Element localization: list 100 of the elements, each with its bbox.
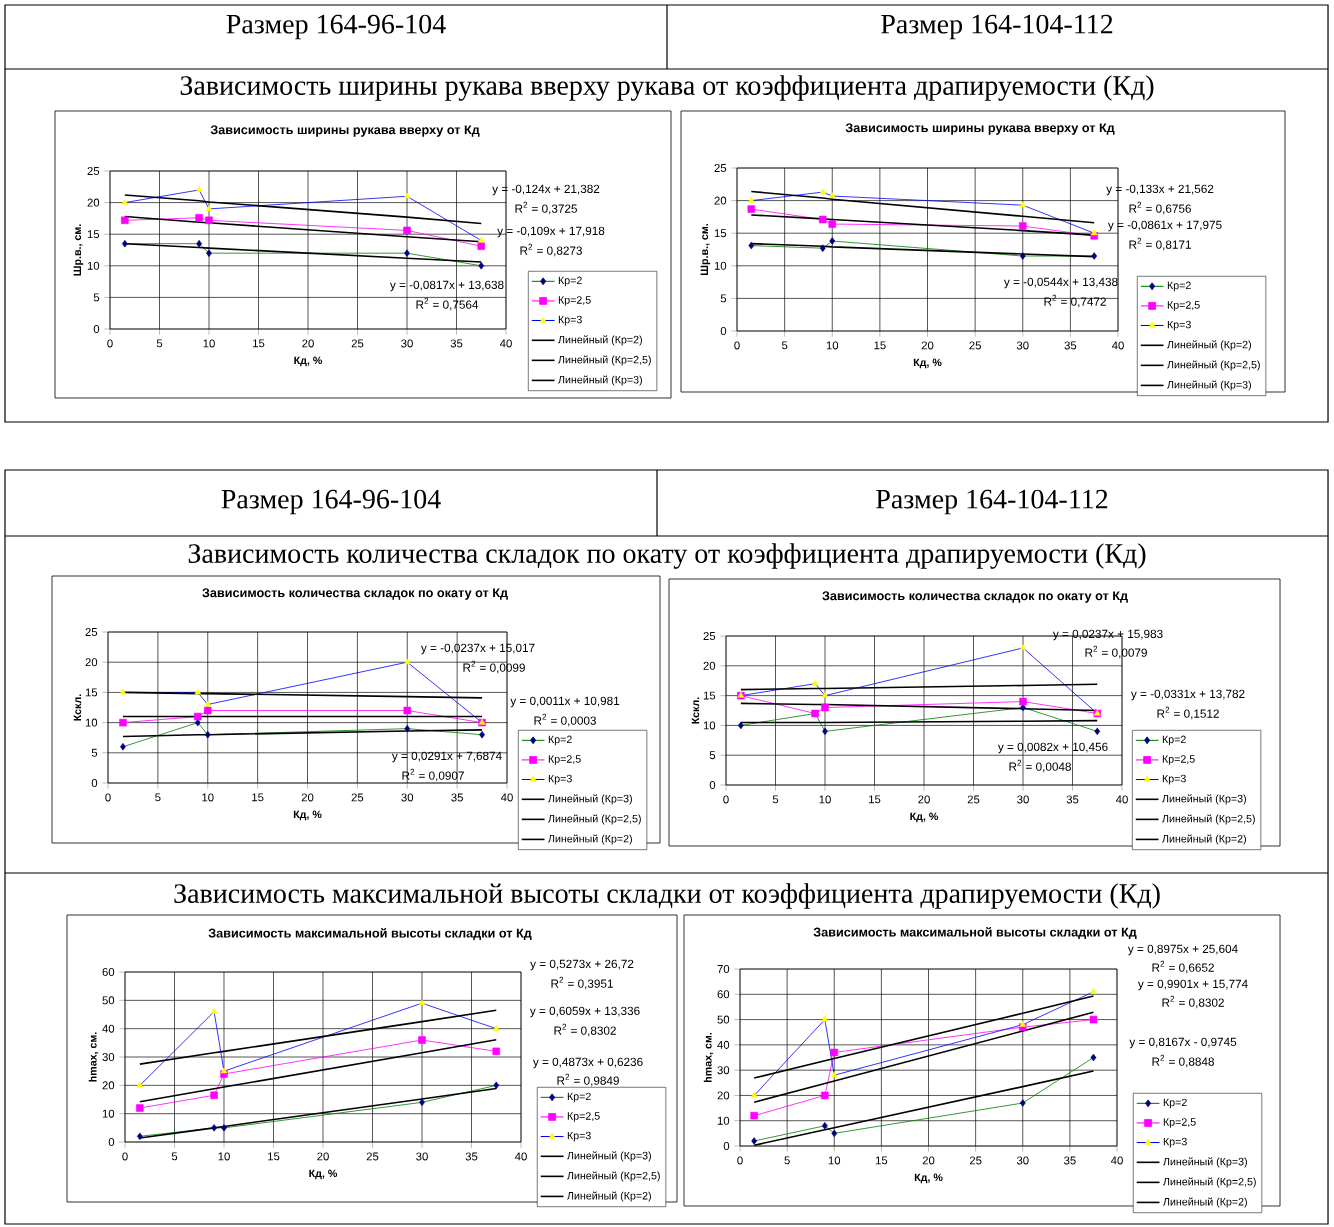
x-tick-label: 25 (351, 339, 364, 348)
x-tick-label: 20 (301, 793, 314, 802)
x-tick-label: 25 (351, 793, 364, 802)
y-tick-label: 30 (717, 1066, 730, 1075)
y-tick-label: 40 (717, 1040, 730, 1049)
text: y = 0,5273x + 26,72 (530, 959, 634, 971)
text: R$^{2}$ = 0,1512 (1157, 706, 1219, 720)
x-tick-label: 10 (218, 1152, 230, 1161)
chart-title: Зависимость количества складок по окату от Кд (822, 591, 1128, 603)
y-tick-label: 25 (85, 628, 98, 637)
x-tick-label: 30 (401, 793, 414, 802)
legend-label: Кр=3 (558, 315, 582, 326)
legend-label: Линейный (Кр=2,5) (567, 1171, 660, 1182)
text: R$^{2}$ = 0,8171 (1129, 237, 1191, 251)
x-axis-title: Кд, % (309, 1169, 338, 1180)
text: y = -0,0331x + 13,782 (1130, 689, 1245, 701)
legend-label: Линейный (Кр=2,5) (1167, 360, 1260, 371)
y-tick-label: 70 (717, 965, 730, 974)
text: R$^{2}$ = 0,8848 (1152, 1054, 1214, 1068)
x-tick-label: 20 (302, 339, 314, 348)
text: Зависимость максимальной высоты складки от коэффициента драпируемости (Кд) (174, 883, 1160, 909)
text: Размер 164-96-104 (221, 489, 441, 515)
text: R$^{2}$ = 0,8302 (1162, 995, 1224, 1009)
text: R$^{2}$ = 0,0003 (534, 713, 596, 727)
text: y = 0,8167x - 0,9745 (1129, 1037, 1237, 1049)
text: Размер 164-104-112 (881, 14, 1113, 40)
x-tick-label: 15 (874, 341, 886, 350)
y-tick-label: 20 (102, 1081, 115, 1090)
x-tick-label: 10 (202, 793, 214, 802)
annotation: R$^{2}$ = 0,0079 (1085, 645, 1147, 659)
y-axis-title: Шр.в., см. (700, 224, 711, 276)
y-axis-title: Кскл. (73, 694, 82, 721)
chart-title: Зависимость максимальной высоты складки от Кд (813, 927, 1137, 939)
text: R$^{2}$ = 0,8302 (554, 1023, 616, 1037)
x-tick-label: 5 (772, 795, 779, 804)
legend-label: Линейный (Кр=2) (548, 834, 632, 845)
legend-label: Линейный (Кр=3) (1162, 794, 1246, 805)
legend-label: Кр=2 (567, 1092, 591, 1103)
y-tick-label: 5 (720, 294, 727, 303)
y-axis-title: Кскл. (691, 697, 700, 724)
x-axis-title: Кд, % (910, 812, 939, 823)
x-tick-label: 25 (366, 1152, 379, 1161)
legend-label: Кр=3 (1163, 1137, 1187, 1148)
x-tick-label: 30 (401, 339, 413, 348)
y-tick-label: 10 (717, 1116, 730, 1125)
annotation: R$^{2}$ = 0,0048 (1009, 759, 1071, 773)
y-tick-label: 10 (87, 261, 100, 270)
y-tick-label: 10 (714, 261, 727, 270)
y-tick-label: 20 (87, 198, 100, 207)
x-tick-label: 20 (921, 341, 934, 350)
y-tick-label: 40 (102, 1024, 115, 1033)
text: Зависимость количества складок по окату от коэффициента драпируемости (Кд) (188, 543, 1146, 569)
text: R$^{2}$ = 0,6652 (1152, 960, 1214, 974)
x-tick-label: 40 (500, 793, 513, 802)
legend-label: Кр=2,5 (1167, 301, 1200, 311)
text: R$^{2}$ = 0,6756 (1129, 201, 1191, 215)
annotation: y = -0,0861x + 17,975 (1107, 220, 1222, 232)
y-tick-label: 15 (87, 230, 100, 239)
x-tick-label: 30 (416, 1152, 428, 1161)
legend-label: Линейный (Кр=3) (558, 375, 642, 386)
x-tick-label: 5 (155, 793, 161, 802)
legend-label: Линейный (Кр=2) (558, 335, 642, 346)
y-axis-title: Шр.в., см. (73, 224, 84, 276)
y-tick-label: 30 (102, 1053, 115, 1062)
y-tick-label: 60 (102, 968, 115, 977)
annotation: y = 0,0082x + 10,456 (997, 742, 1108, 754)
x-tick-label: 35 (1064, 1156, 1076, 1165)
x-tick-label: 35 (1064, 341, 1077, 350)
legend-label: Линейный (Кр=3) (1163, 1157, 1247, 1168)
x-tick-label: 0 (734, 341, 740, 350)
annotation: y = -0,0237x + 15,017 (420, 643, 535, 655)
y-tick-label: 0 (720, 327, 727, 336)
text: y = 0,4873x + 0,6236 (532, 1057, 643, 1069)
x-tick-label: 25 (969, 341, 981, 350)
y-axis-title: hmax, см. (88, 1032, 99, 1082)
legend-label: Кр=2 (558, 276, 582, 287)
annotation: y = -0,133x + 21,562 (1106, 184, 1214, 196)
x-tick-label: 40 (1111, 341, 1124, 350)
text: Зависимость ширины рукава вверху рукава от коэффициента драпируемости (Кд) (180, 75, 1154, 101)
y-tick-label: 15 (703, 691, 716, 700)
annotation: R$^{2}$ = 0,7472 (1044, 294, 1106, 308)
x-tick-label: 40 (1115, 795, 1128, 804)
x-tick-label: 30 (1016, 1156, 1029, 1165)
x-tick-label: 40 (514, 1152, 527, 1161)
y-tick-label: 10 (85, 718, 98, 727)
legend-label: Линейный (Кр=2) (1162, 834, 1246, 845)
x-tick-label: 10 (826, 341, 839, 350)
y-tick-label: 0 (108, 1138, 115, 1147)
y-tick-label: 20 (703, 661, 716, 670)
y-tick-label: 15 (85, 688, 98, 697)
annotation: R$^{2}$ = 0,0907 (402, 768, 464, 782)
text: R$^{2}$ = 0,8273 (520, 243, 582, 257)
x-tick-label: 10 (203, 339, 215, 348)
y-tick-label: 20 (85, 658, 98, 667)
y-tick-label: 20 (714, 196, 727, 205)
x-tick-label: 40 (1110, 1156, 1123, 1165)
x-tick-label: 5 (171, 1152, 178, 1161)
legend-label: Кр=2 (1167, 281, 1191, 292)
x-tick-label: 35 (451, 793, 463, 802)
text: y = 0,9901x + 15,774 (1137, 979, 1248, 991)
